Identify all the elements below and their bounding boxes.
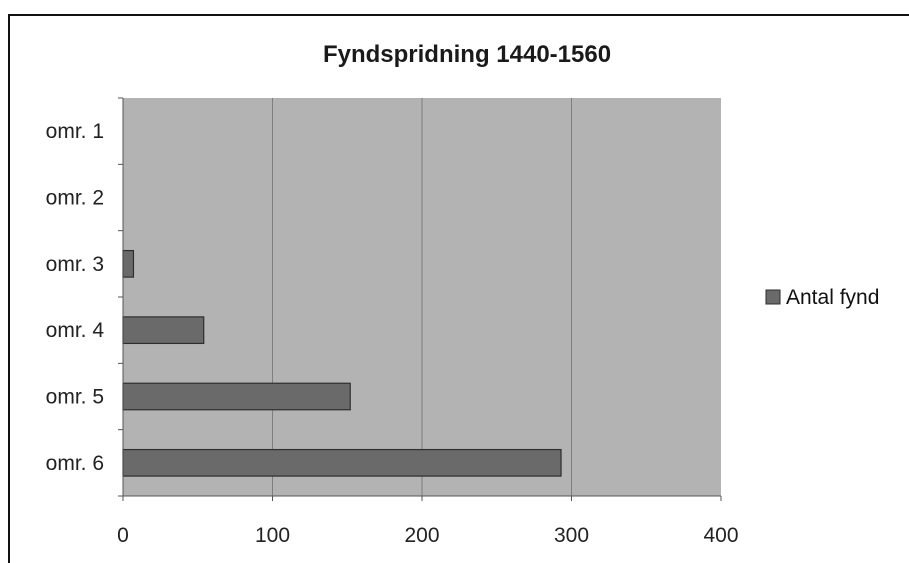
y-category-label: omr. 6 — [46, 452, 104, 475]
x-tick-label: 100 — [255, 524, 290, 547]
x-tick-label: 300 — [554, 524, 589, 547]
y-category-label: omr. 4 — [46, 319, 105, 342]
category-labels: omr. 1 omr. 2 omr. 3 omr. 4 omr. 5 omr. 6 — [46, 120, 105, 475]
legend-swatch — [765, 289, 781, 305]
gridlines — [272, 98, 572, 496]
x-tick-label: 0 — [117, 524, 129, 547]
bar — [122, 316, 205, 345]
bar — [122, 448, 562, 477]
chart-title: Fyndspridning 1440-1560 — [323, 41, 611, 68]
y-category-label: omr. 2 — [46, 187, 104, 210]
bar — [122, 382, 351, 411]
axes — [118, 97, 722, 501]
legend: Antal fynd — [765, 286, 879, 309]
x-tick-label: 200 — [404, 524, 439, 547]
y-category-label: omr. 5 — [46, 386, 104, 409]
y-category-label: omr. 1 — [46, 120, 104, 143]
bars — [122, 249, 562, 477]
y-category-label: omr. 3 — [46, 253, 104, 276]
x-tick-label: 400 — [703, 524, 738, 547]
legend-label: Antal fynd — [786, 286, 879, 309]
bar — [122, 249, 135, 278]
tick-labels: 0 100 200 300 400 — [117, 524, 738, 547]
